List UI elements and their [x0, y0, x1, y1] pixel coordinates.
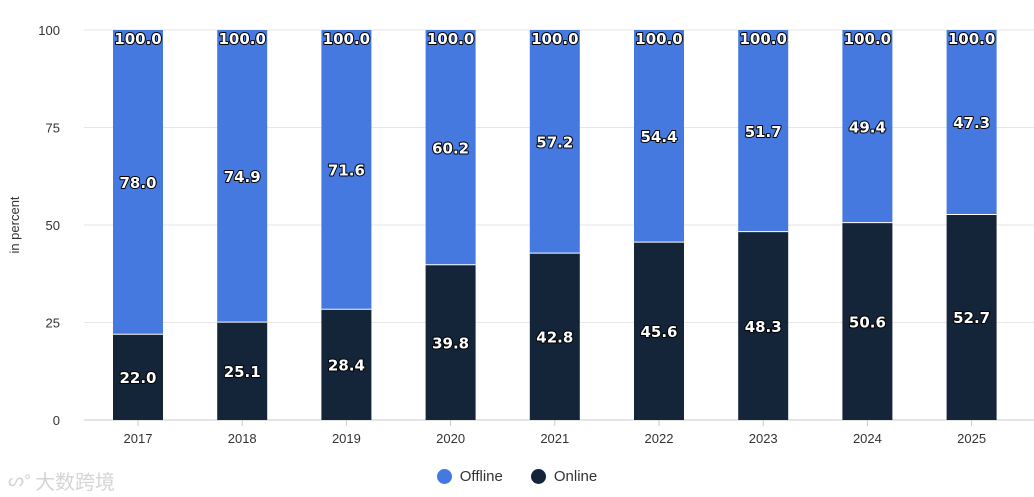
data-label-offline-2018: 74.9: [224, 168, 261, 186]
data-label-offline-2017: 78.0: [119, 174, 156, 192]
x-tick-label-2019: 2019: [332, 431, 361, 446]
x-tick-label-2023: 2023: [749, 431, 778, 446]
data-label-total-2017: 100.0: [114, 30, 161, 48]
data-label-offline-2022: 54.4: [640, 128, 677, 146]
legend: Offline Online: [0, 468, 1034, 485]
y-axis: 0 25 50 75 100: [38, 23, 60, 428]
data-label-online-2024: 50.6: [849, 313, 886, 331]
watermark: ᔕᐤ 大数跨境: [8, 466, 115, 495]
x-tick-label-2017: 2017: [124, 431, 153, 446]
bar-offline-2024: [842, 30, 893, 223]
y-tick-label-25: 25: [46, 316, 60, 331]
data-label-total-2025: 100.0: [948, 30, 995, 48]
data-label-offline-2025: 47.3: [953, 114, 990, 132]
bar-online-2017: [113, 334, 163, 420]
legend-swatch-online: [530, 469, 546, 484]
data-label-online-2025: 52.7: [953, 309, 990, 327]
data-label-online-2017: 22.0: [119, 369, 156, 387]
data-label-online-2020: 39.8: [432, 334, 469, 352]
watermark-text: 大数跨境: [35, 472, 116, 494]
data-label-online-2019: 28.4: [328, 357, 365, 375]
legend-item-offline[interactable]: Offline: [436, 468, 503, 485]
bar-offline-2019: [321, 30, 372, 310]
x-tick-label-2018: 2018: [228, 431, 257, 446]
data-label-online-2023: 48.3: [745, 318, 782, 336]
y-axis-label: in percent: [7, 196, 22, 253]
data-label-total-2018: 100.0: [218, 30, 265, 48]
data-label-total-2019: 100.0: [323, 30, 370, 48]
data-label-total-2020: 100.0: [427, 30, 474, 48]
data-label-online-2018: 25.1: [224, 363, 261, 381]
bar-offline-2025: [946, 30, 997, 215]
data-label-offline-2021: 57.2: [536, 134, 573, 152]
bar-online-2019: [321, 309, 372, 420]
bar-online-2021: [529, 253, 580, 420]
x-tick-label-2020: 2020: [436, 431, 465, 446]
x-tick-label-2024: 2024: [853, 431, 882, 446]
data-label-total-2021: 100.0: [531, 30, 578, 48]
x-axis: 2017 2018 2019 2020 2021 2022 2023 2024 2025: [124, 420, 986, 446]
bar-offline-2023: [738, 30, 789, 232]
legend-item-online[interactable]: Online: [530, 468, 598, 485]
bar-offline-2020: [425, 30, 476, 265]
data-label-online-2022: 45.6: [640, 323, 677, 341]
data-label-offline-2023: 51.7: [745, 123, 782, 141]
x-tick-label-2025: 2025: [957, 431, 986, 446]
y-tick-label-100: 100: [38, 23, 60, 38]
bar-offline-2018: [217, 30, 268, 323]
watermark-logo-icon: ᔕᐤ: [8, 470, 32, 490]
legend-label-online: Online: [553, 468, 598, 485]
legend-swatch-offline: [436, 469, 452, 484]
bar-online-2018: [217, 322, 268, 420]
y-tick-label-0: 0: [53, 413, 60, 428]
bar-offline-2021: [529, 30, 580, 254]
data-label-offline-2024: 49.4: [849, 118, 886, 136]
bar-online-2025: [946, 214, 997, 420]
data-label-total-2022: 100.0: [635, 30, 682, 48]
bar-online-2022: [634, 242, 684, 420]
bars: 22.0 78.0 100.0 25.1 74.9 100.0 28.4 71.6 100.0 3…: [113, 29, 997, 420]
bar-online-2023: [738, 231, 789, 420]
data-label-total-2023: 100.0: [739, 30, 786, 48]
bar-online-2020: [425, 264, 476, 420]
bar-offline-2017: [113, 30, 163, 335]
x-tick-label-2022: 2022: [645, 431, 674, 446]
bar-offline-2022: [634, 30, 684, 243]
x-tick-label-2021: 2021: [540, 431, 569, 446]
data-label-online-2021: 42.8: [536, 329, 573, 347]
data-label-total-2024: 100.0: [844, 30, 891, 48]
data-label-offline-2019: 71.6: [328, 162, 365, 180]
bar-online-2024: [842, 222, 893, 420]
data-label-offline-2020: 60.2: [432, 139, 469, 157]
y-tick-label-50: 50: [46, 218, 60, 233]
y-tick-label-75: 75: [46, 121, 60, 136]
legend-label-offline: Offline: [459, 468, 503, 485]
